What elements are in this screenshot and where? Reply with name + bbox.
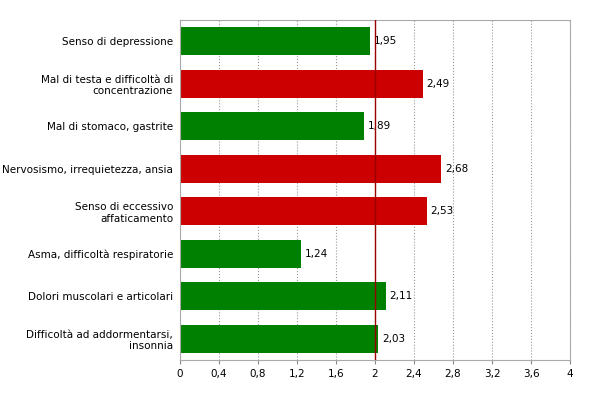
Text: 2,11: 2,11 — [389, 291, 413, 301]
Bar — [180, 325, 378, 352]
Text: 2,49: 2,49 — [427, 79, 450, 89]
Bar — [180, 28, 370, 55]
Bar — [180, 112, 364, 140]
Text: 2,68: 2,68 — [445, 164, 469, 174]
Text: 1,95: 1,95 — [374, 36, 397, 46]
Text: 2,03: 2,03 — [382, 334, 405, 344]
Bar — [180, 70, 423, 98]
Bar — [180, 155, 442, 182]
Bar — [180, 282, 386, 310]
Bar — [180, 198, 427, 225]
Bar — [180, 240, 301, 268]
Text: 2,53: 2,53 — [431, 206, 454, 216]
Text: 1,24: 1,24 — [305, 249, 328, 259]
Text: 1,89: 1,89 — [368, 121, 391, 131]
